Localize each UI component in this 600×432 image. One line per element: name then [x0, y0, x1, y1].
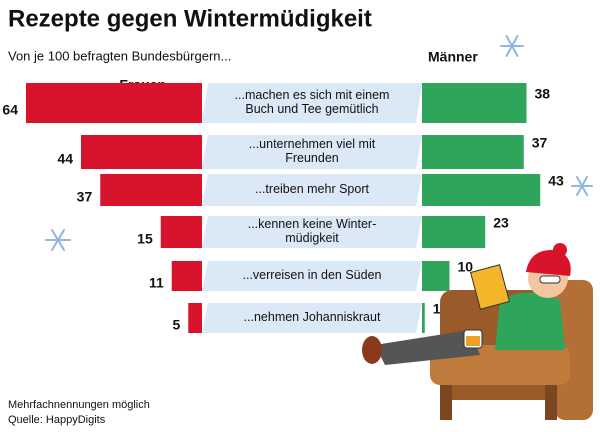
value-label: 11 — [149, 275, 164, 291]
category-line: ...treiben mehr Sport — [255, 182, 369, 196]
bar-right — [422, 174, 541, 206]
category-line: ...verreisen in den Süden — [243, 268, 382, 282]
category-line: ...kennen keine Winter- — [248, 217, 377, 231]
source: Quelle: HappyDigits — [8, 414, 106, 426]
value-label: 5 — [172, 317, 180, 333]
bar-left — [171, 261, 202, 291]
bar-left — [26, 83, 202, 123]
snowflake — [571, 176, 593, 196]
category-label: ...verreisen in den Süden — [243, 268, 382, 282]
value-label: 44 — [57, 151, 73, 167]
label-band — [202, 135, 422, 169]
category-line: ...unternehmen viel mit — [249, 137, 376, 151]
value-label: 1 — [433, 301, 441, 317]
bar-right — [422, 261, 450, 291]
bar-right — [422, 135, 524, 169]
bar-right — [422, 83, 527, 123]
bar-left — [81, 135, 202, 169]
footnote: Mehrfachnennungen möglich — [8, 399, 150, 411]
category-label: ...nehmen Johanniskraut — [244, 310, 381, 324]
category-label: ...kennen keine Winter-müdigkeit — [248, 217, 377, 245]
value-label: 38 — [535, 86, 551, 102]
category-line: ...machen es sich mit einem — [235, 88, 390, 102]
category-label: ...treiben mehr Sport — [255, 182, 369, 196]
illustration — [362, 243, 593, 420]
legend-right: Männer — [428, 49, 478, 65]
value-label: 37 — [532, 135, 548, 151]
category-line: Freunden — [285, 151, 339, 165]
value-label: 37 — [77, 189, 93, 205]
value-label: 43 — [548, 173, 564, 189]
label-band — [202, 261, 422, 291]
label-band — [202, 174, 422, 206]
category-label: ...unternehmen viel mit Freunden — [249, 137, 376, 165]
label-band — [202, 216, 422, 248]
snowflake — [500, 35, 524, 57]
chart-subtitle: Von je 100 befragten Bundesbürgern... — [8, 48, 231, 63]
category-line: Buch und Tee gemütlich — [245, 102, 378, 116]
category-label: ...machen es sich mit einem Buch und Tee … — [235, 88, 390, 116]
snowflake — [45, 229, 71, 251]
chart-title: Rezepte gegen Wintermüdigkeit — [8, 5, 372, 32]
label-band — [202, 303, 422, 333]
value-label: 10 — [458, 259, 474, 275]
category-line: ...nehmen Johanniskraut — [244, 310, 381, 324]
bar-left — [188, 303, 202, 333]
value-label: 64 — [2, 102, 18, 118]
bar-right — [422, 216, 486, 248]
label-band — [202, 83, 422, 123]
value-label: 15 — [137, 231, 153, 247]
bars: ...machen es sich mit einem Buch und Tee … — [2, 83, 564, 333]
value-label: 23 — [493, 215, 509, 231]
bar-left — [160, 216, 202, 248]
category-line: müdigkeit — [285, 231, 339, 245]
bar-left — [100, 174, 202, 206]
bar-right — [422, 303, 425, 333]
